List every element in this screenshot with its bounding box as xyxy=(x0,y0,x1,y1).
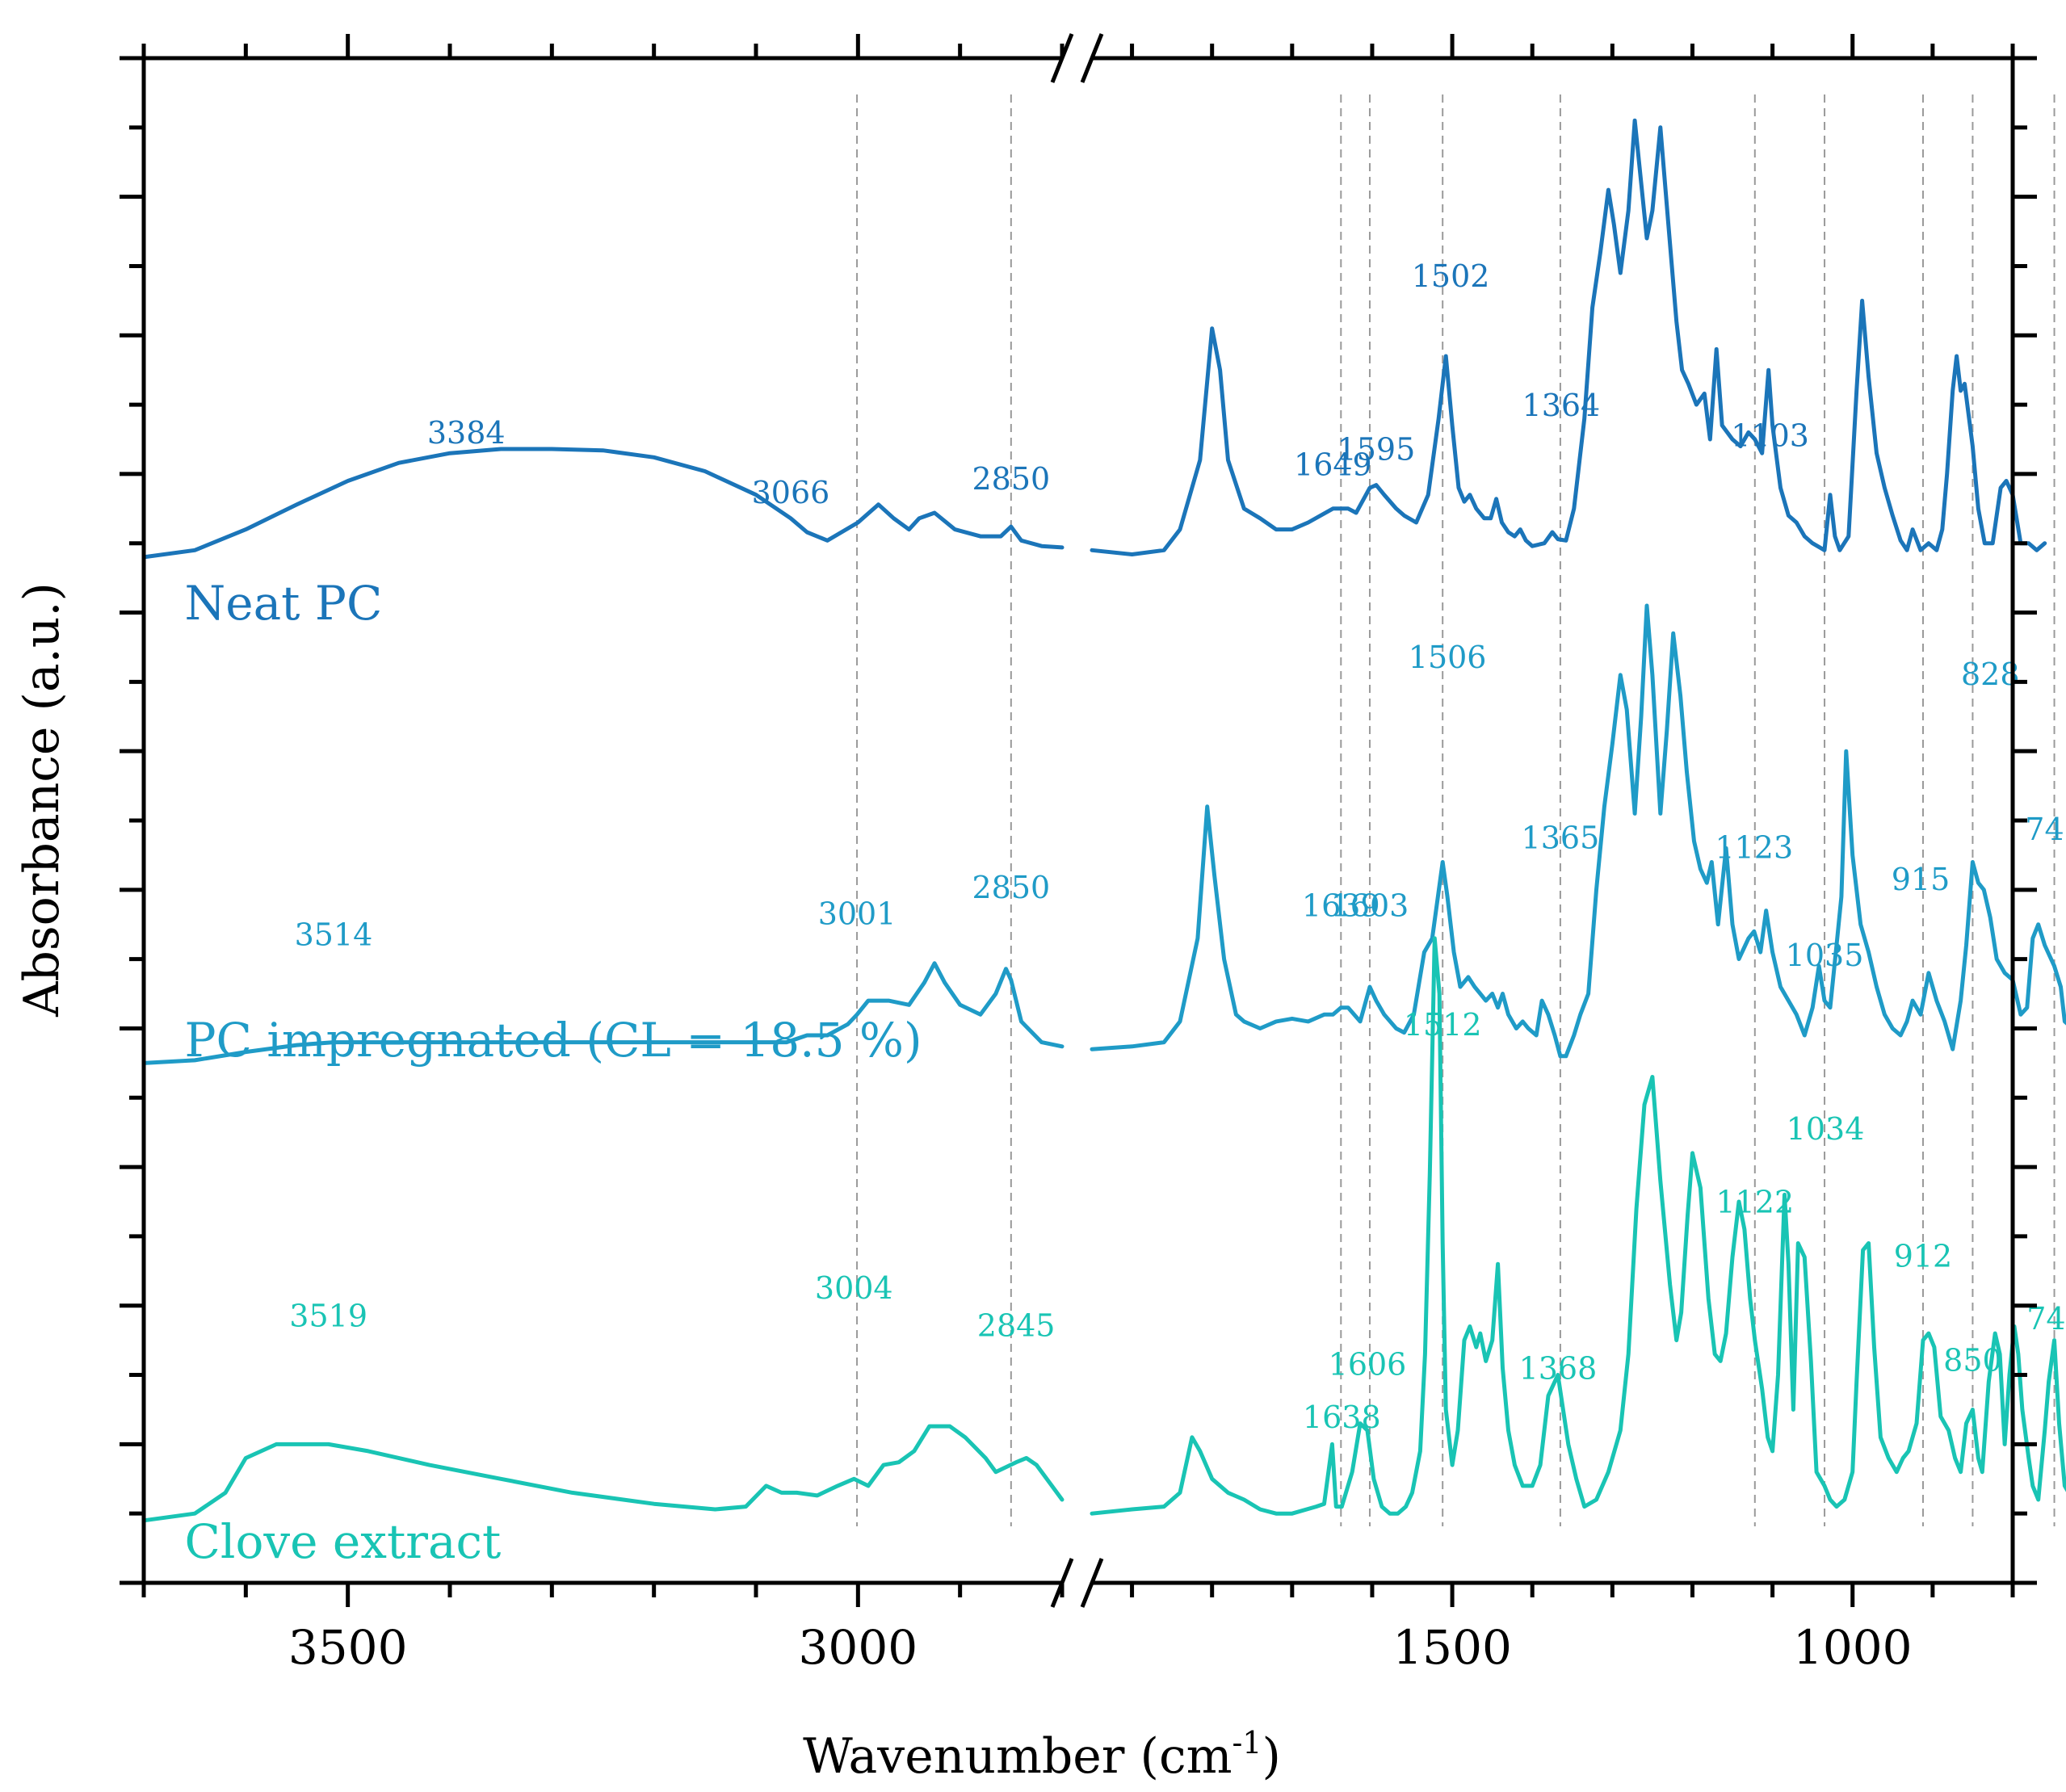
peak-label: 748 xyxy=(2025,812,2066,847)
peak-label: 1103 xyxy=(1731,418,1809,454)
peak-label: 3001 xyxy=(818,896,897,932)
top-axis-break-mark-2 xyxy=(1080,33,1104,83)
reference-lines xyxy=(856,94,2056,1526)
peak-label: 3004 xyxy=(815,1270,893,1306)
x-tick-label: 1500 xyxy=(1392,1620,1512,1675)
peak-label: 2850 xyxy=(972,870,1050,905)
y-axis-title: Absorbance (a.u.) xyxy=(14,582,70,1018)
peak-label: 1035 xyxy=(1786,938,1864,973)
peak-label: 3514 xyxy=(295,917,373,952)
series-line-1-segment-0 xyxy=(141,961,1064,1065)
axes-layer: 3500 3000 1500 1000 xyxy=(120,33,2037,1675)
peak-label: 1364 xyxy=(1522,388,1601,423)
peak-label: 1512 xyxy=(1404,1007,1482,1043)
series-layer xyxy=(141,118,2066,1523)
peak-label: 1606 xyxy=(1329,1347,1407,1383)
peak-label: 1034 xyxy=(1787,1111,1865,1147)
peak-label: 1122 xyxy=(1715,1185,1794,1220)
series-line-2-segment-1 xyxy=(1090,936,2066,1516)
peak-label: 1502 xyxy=(1412,258,1490,294)
x-tick-label: 3000 xyxy=(799,1620,918,1675)
peak-label: 850 xyxy=(1943,1342,2002,1378)
peak-label: 1123 xyxy=(1715,829,1793,865)
series-label: Neat PC xyxy=(185,576,383,631)
x-tick-label: 3500 xyxy=(288,1620,408,1675)
series-line-2-segment-0 xyxy=(141,1424,1064,1523)
peak-label: 1649 xyxy=(1294,447,1372,483)
peak-label: 1368 xyxy=(1519,1351,1598,1387)
x-axis-title: Wavenumber (cm-1) xyxy=(803,1725,1281,1785)
peak-label: 1506 xyxy=(1409,640,1487,675)
peak-label: 1638 xyxy=(1303,1400,1381,1435)
peak-label: 1595 xyxy=(1337,432,1416,468)
peak-label: 2845 xyxy=(977,1307,1056,1343)
peak-label: 1603 xyxy=(1331,888,1409,923)
peak-label: 1365 xyxy=(1522,820,1600,855)
peak-label: 912 xyxy=(1894,1239,1953,1274)
x-tick-label: 1000 xyxy=(1793,1620,1913,1675)
peak-label: 2850 xyxy=(972,461,1050,497)
series-label: PC impregnated (CL = 18.5 %) xyxy=(185,1013,922,1068)
series-line-0-segment-1 xyxy=(1090,118,2047,556)
bottom-axis-break-mark-2 xyxy=(1080,1558,1104,1608)
series-line-1-segment-1 xyxy=(1090,603,2066,1059)
peak-label: 828 xyxy=(1961,657,2020,692)
series-label: Clove extract xyxy=(185,1514,502,1569)
peak-label: 1639 xyxy=(1302,888,1380,923)
peak-label: 915 xyxy=(1892,862,1951,897)
peak-label: 3384 xyxy=(427,415,506,451)
peak-label: 3066 xyxy=(752,475,830,510)
series-line-0-segment-0 xyxy=(141,447,1064,560)
peak-label: 3519 xyxy=(289,1298,367,1333)
